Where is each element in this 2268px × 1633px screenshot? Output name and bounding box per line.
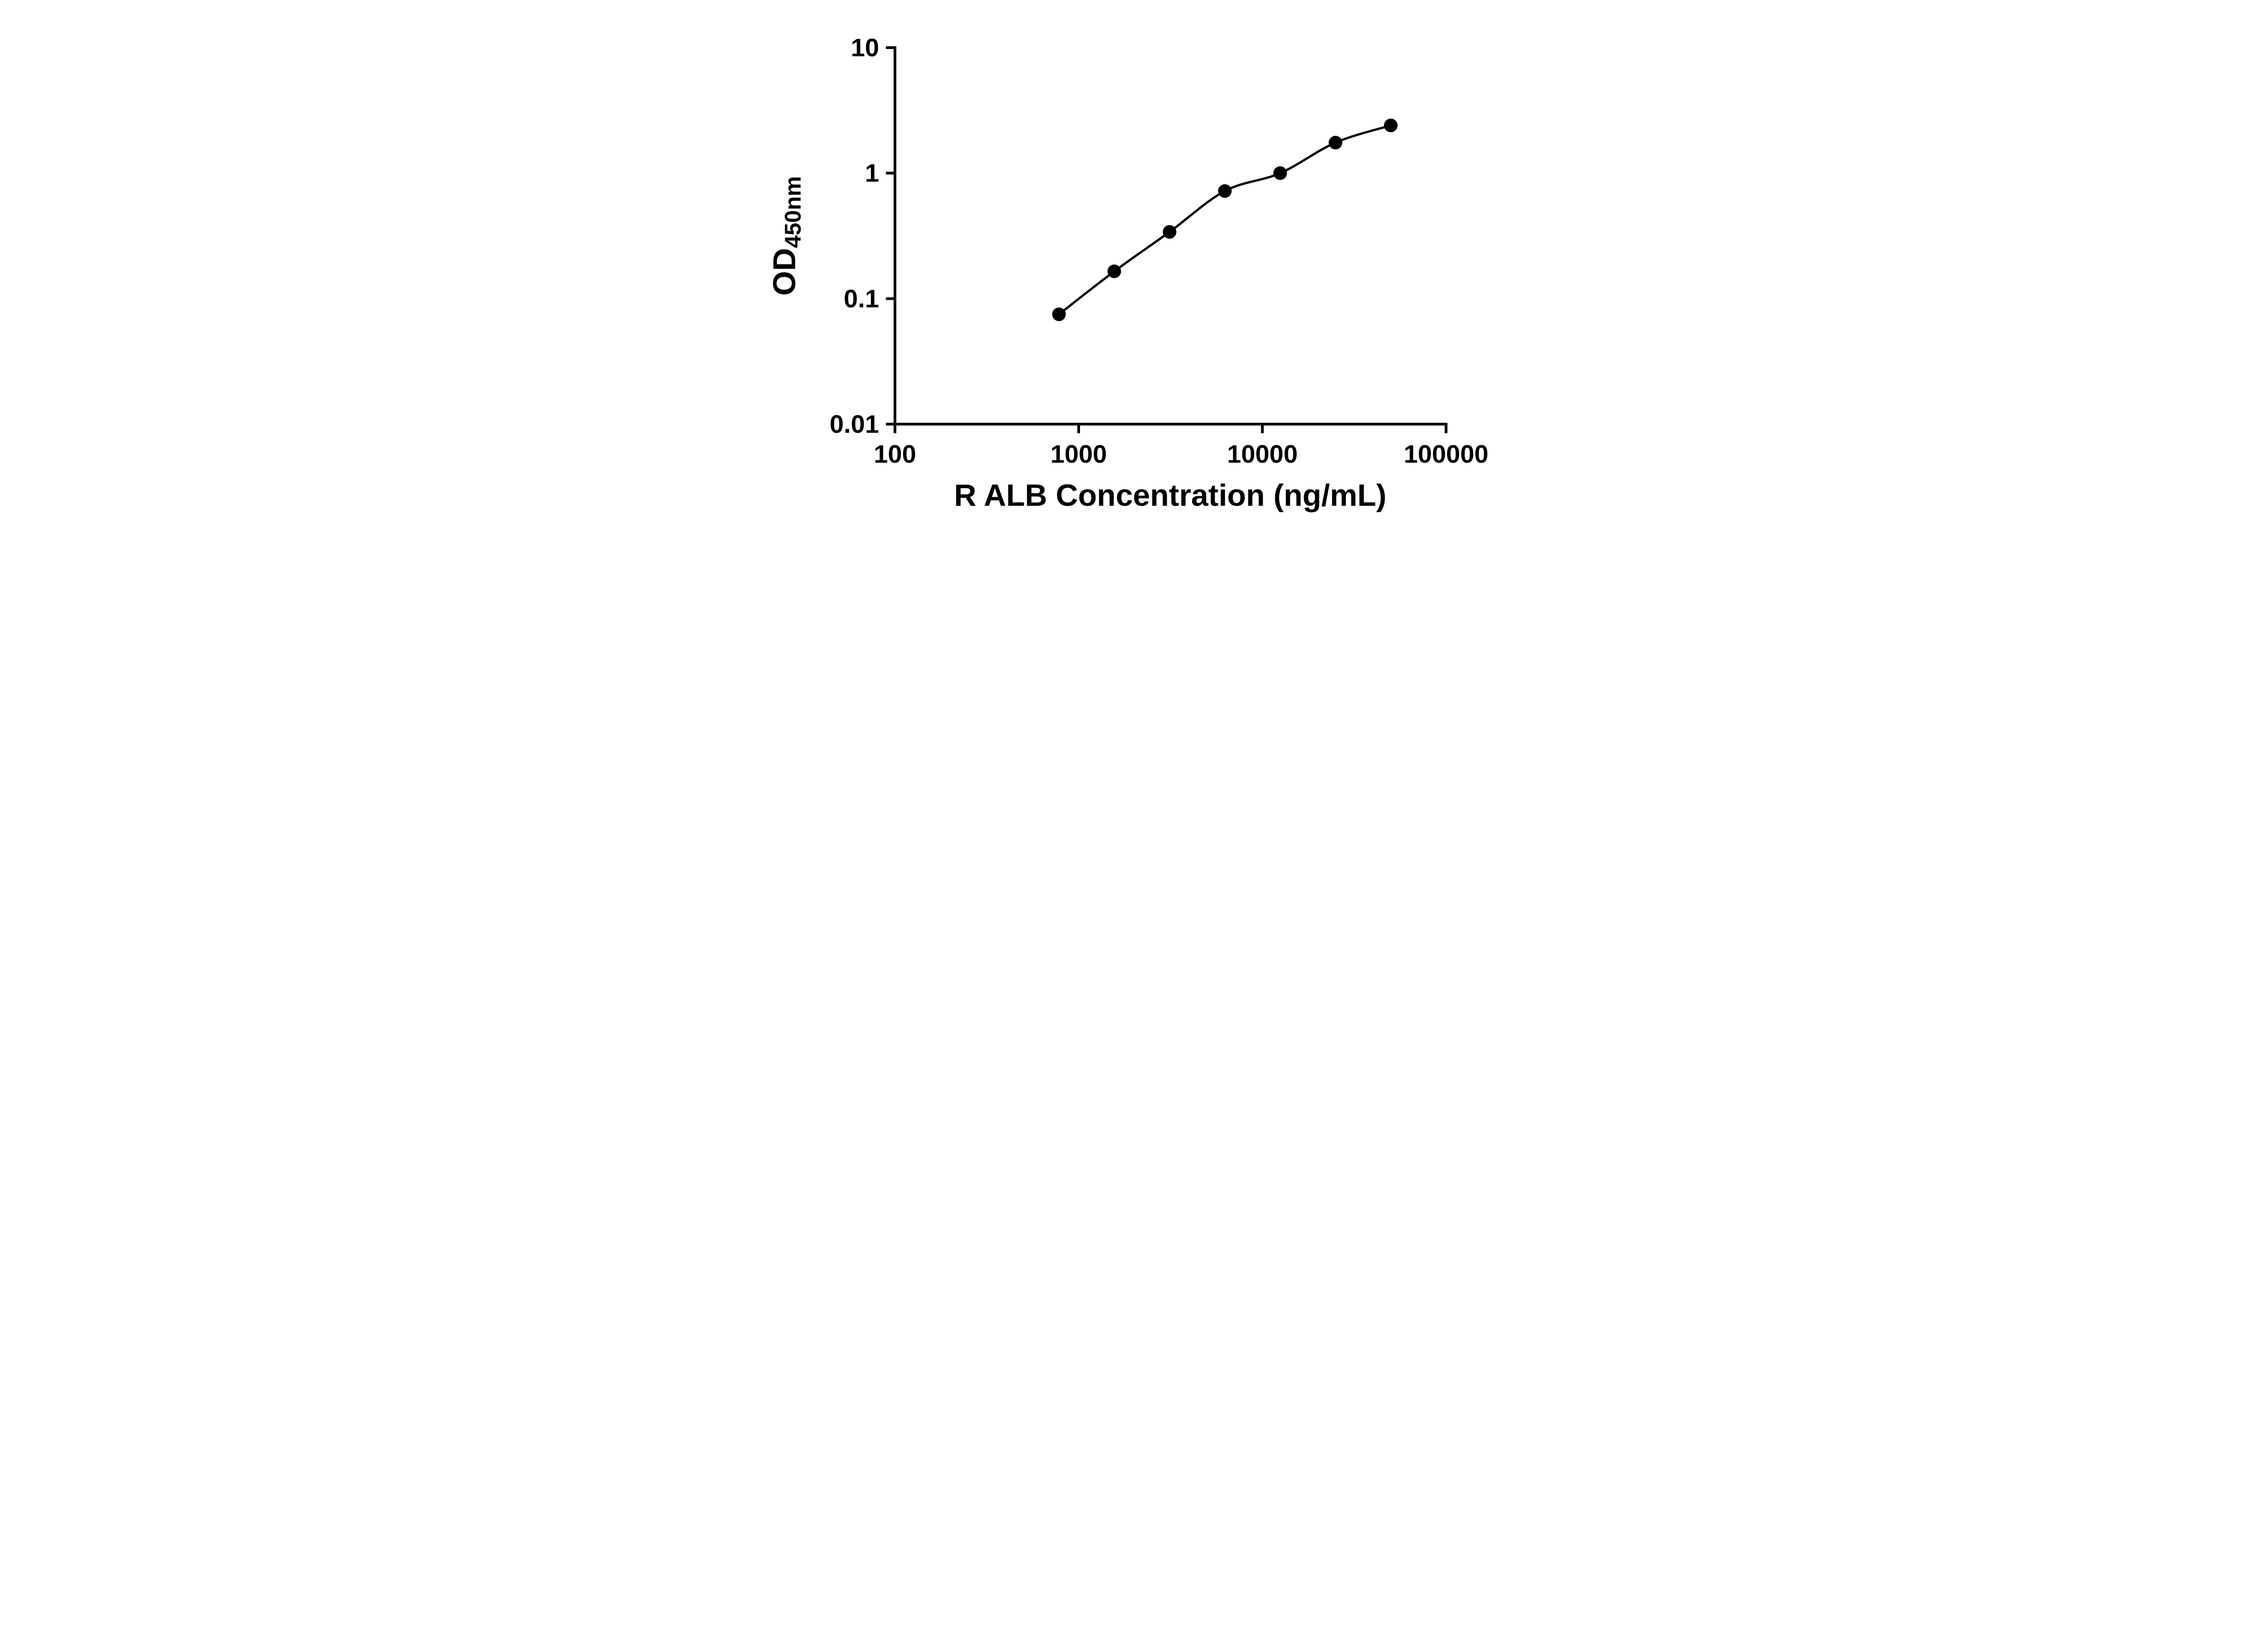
x-tick-label: 1000 xyxy=(1051,440,1107,468)
data-point xyxy=(1384,118,1398,132)
data-point xyxy=(1052,307,1066,321)
data-point xyxy=(1218,184,1232,198)
plot-area: 100 1000 10000 100000 0.01 0.1 1 10 xyxy=(830,33,1488,468)
chart-svg: 100 1000 10000 100000 0.01 0.1 1 10 R ALB Conce… xyxy=(745,0,1523,544)
x-tick-label: 10000 xyxy=(1227,440,1298,468)
x-tick-label: 100000 xyxy=(1404,440,1489,468)
y-tick-label: 0.01 xyxy=(830,410,879,438)
fit-curve xyxy=(1058,124,1391,315)
data-point xyxy=(1107,264,1121,279)
y-axis-title-main: OD xyxy=(767,248,802,296)
standard-curve-figure: 100 1000 10000 100000 0.01 0.1 1 10 R ALB Conce… xyxy=(0,0,2268,544)
data-point xyxy=(1273,166,1287,180)
y-tick-label: 0.1 xyxy=(844,284,879,313)
y-axis-title-subscript: 450nm xyxy=(780,176,806,248)
x-axis-title: R ALB Concentration (ng/mL) xyxy=(954,478,1386,513)
x-tick-label: 100 xyxy=(874,440,916,468)
y-tick-label: 1 xyxy=(865,159,879,187)
data-point xyxy=(1329,136,1343,150)
y-axis-title: OD450nm xyxy=(767,176,806,295)
y-tick-label: 10 xyxy=(851,33,879,62)
data-point xyxy=(1163,225,1177,239)
